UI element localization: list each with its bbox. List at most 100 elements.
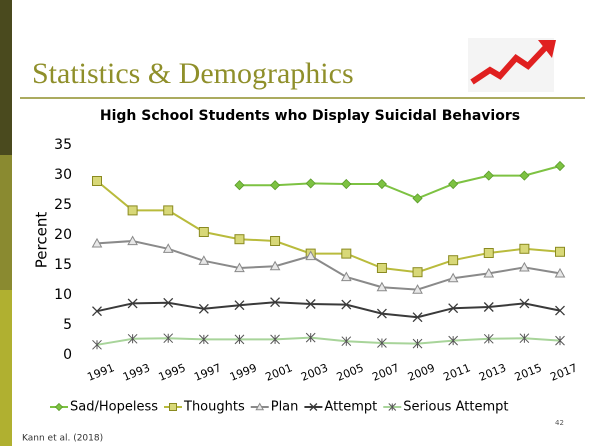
marker [376, 178, 387, 190]
legend-item: Thoughts [164, 400, 245, 415]
marker [412, 284, 423, 294]
series-line [96, 180, 561, 274]
marker [305, 250, 317, 261]
y-tick-label: 15 [54, 257, 72, 273]
marker [447, 272, 459, 283]
marker [162, 243, 174, 253]
marker [340, 271, 352, 282]
marker [412, 267, 423, 278]
marker [555, 335, 565, 346]
marker [270, 334, 280, 345]
marker [519, 261, 530, 272]
marker [412, 312, 423, 323]
marker [305, 299, 316, 309]
marker [448, 335, 459, 346]
marker [269, 260, 281, 271]
legend-item: Attempt [304, 400, 377, 415]
legend-label: Sad/Hopeless [70, 400, 158, 415]
marker [127, 298, 138, 309]
legend-label: Thoughts [183, 400, 245, 415]
marker [554, 160, 566, 172]
marker [198, 255, 210, 265]
legend-marker [388, 403, 397, 411]
marker [412, 193, 423, 204]
legend-marker [169, 403, 177, 411]
legend-marker [54, 402, 64, 412]
series [92, 297, 565, 323]
series-line [96, 239, 561, 291]
marker [163, 205, 174, 216]
series [92, 332, 565, 350]
legend-item: Plan [250, 400, 299, 415]
marker [483, 302, 494, 312]
y-axis-label: Percent [33, 212, 51, 269]
series [92, 176, 565, 278]
marker [376, 281, 388, 292]
marker [92, 339, 102, 350]
legend-item: Sad/Hopeless [50, 400, 158, 415]
y-tick-label: 25 [54, 197, 72, 213]
marker [483, 267, 495, 278]
side-bar [0, 290, 12, 446]
side-bar [0, 0, 12, 155]
marker [163, 333, 174, 344]
marker [341, 299, 352, 310]
y-tick-label: 10 [54, 287, 72, 303]
marker [412, 338, 423, 349]
marker [92, 176, 102, 186]
marker [305, 178, 316, 189]
marker [483, 333, 494, 344]
series-line [96, 336, 561, 346]
source: Kann et al. (2018) [22, 434, 103, 444]
legend-label: Plan [271, 400, 299, 415]
series [91, 235, 566, 294]
marker [341, 178, 352, 190]
legend-label: Serious Attempt [403, 400, 508, 415]
marker [270, 297, 281, 308]
marker [341, 336, 352, 347]
marker [198, 334, 209, 345]
marker [127, 205, 138, 216]
marker [519, 170, 530, 181]
marker [234, 300, 245, 311]
marker [270, 236, 281, 246]
marker [305, 332, 316, 343]
marker [483, 170, 494, 181]
marker [448, 255, 459, 266]
side-bar [0, 155, 12, 290]
series [234, 160, 566, 204]
marker [127, 333, 138, 344]
marker [163, 297, 174, 308]
marker [127, 235, 138, 246]
legend-marker [309, 403, 318, 411]
series-line [96, 301, 561, 319]
marker [234, 334, 245, 345]
marker [376, 263, 387, 273]
y-tick-label: 35 [54, 137, 72, 153]
legend-item: Serious Attempt [383, 400, 508, 415]
marker [554, 267, 566, 278]
y-tick-label: 20 [54, 227, 72, 243]
marker [448, 303, 459, 314]
marker [91, 237, 103, 248]
marker [341, 248, 352, 259]
legend-label: Attempt [324, 400, 377, 415]
y-tick-label: 0 [63, 347, 72, 363]
chart-title: High School Students who Display Suicida… [100, 108, 520, 124]
marker [234, 262, 245, 273]
marker [376, 308, 387, 319]
y-tick-label: 30 [54, 167, 72, 183]
marker [519, 298, 530, 309]
y-tick-label: 5 [63, 317, 72, 333]
marker [234, 234, 245, 245]
slide-number: 42 [555, 419, 564, 427]
marker [198, 303, 209, 314]
marker [555, 246, 565, 257]
marker [377, 338, 387, 348]
slide-title: Statistics & Demographics [32, 57, 354, 90]
marker [234, 180, 245, 191]
legend-marker [255, 402, 265, 411]
marker [555, 305, 565, 316]
marker [448, 178, 459, 190]
